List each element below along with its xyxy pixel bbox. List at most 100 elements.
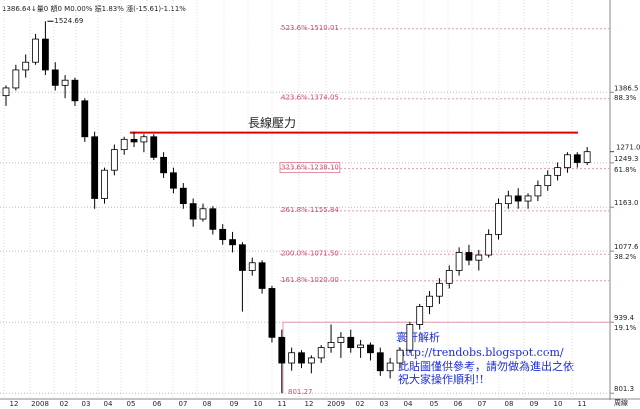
candle-body [229,239,236,246]
candle-body [101,169,108,199]
y-tick-label: 1077.6 [614,243,639,251]
candle-body [583,151,591,163]
candle-body [219,228,227,241]
low-label: 801.27 [288,388,313,396]
x-tick-label: 05 [430,400,439,408]
candle-body [367,344,374,354]
candle-body [140,136,148,143]
candle-body [524,195,532,202]
percent-label: 19.1% [614,324,637,332]
note-line: 寰軒解析 [396,330,440,344]
candle-body [238,244,246,271]
candle-body [120,138,128,151]
candle-body [130,138,138,143]
candle-body [150,136,158,158]
x-tick-label: 10 [254,400,263,408]
candle-body [465,252,473,261]
candle-body [475,254,483,261]
candle-body [189,203,197,220]
candle-body [386,362,394,372]
x-tick-label: 10 [554,400,563,408]
x-tick-label: 02 [356,400,365,408]
candle-body [32,38,39,63]
y-tick-label: 939.4 [614,314,635,322]
x-tick-label: 11 [578,400,587,408]
percent-label: 61.8% [614,166,637,174]
x-tick-label: 09 [530,400,539,408]
percent-label: 38.2% [614,253,637,261]
y-tick-label: 1163.0 [614,199,639,207]
candle-body [179,187,187,205]
candle-body [376,352,384,372]
candle-body [347,336,355,349]
x-tick-label: 08 [203,400,212,408]
candle-body [514,195,522,202]
high-label: 1524.69 [54,17,83,25]
fib-label: 523.6% 1510.01 [281,24,339,32]
candle-body [327,342,335,349]
candle-body [357,344,365,349]
candle-body [268,288,276,338]
candle-body [455,252,463,271]
candle-body [288,352,296,364]
candle-body [416,306,424,325]
candle-body [61,79,69,86]
candle-body [564,154,571,169]
candle-body [337,336,345,343]
x-tick-label: 03 [380,400,389,408]
candle-body [534,185,542,197]
x-tick-label: 06 [454,400,463,408]
x-tick-label: 06 [153,400,162,408]
candle-body [170,172,177,189]
candle-body [396,349,404,364]
candle-body [554,167,561,176]
note-line: http://trendobs.blogspot.com/ [398,346,564,359]
y-tick-label: 801.3 [614,385,634,393]
candle-body [445,270,453,284]
candle-body [573,154,581,163]
x-tick-label: 05 [127,400,136,408]
candle-body [406,324,414,351]
fib-label: 423.6% 1374.05 [281,94,339,102]
y-tick-label: 1386.5 [614,84,639,92]
candle-body [12,69,20,89]
candle-body [160,156,168,174]
candle-body [298,352,305,364]
candle-body [51,69,59,86]
x-tick-label: 2008 [31,400,49,408]
x-tick-label: 04 [404,400,413,408]
candle-body [435,282,443,297]
candle-body [495,203,502,235]
x-tick-label: 08 [505,400,514,408]
note-line: 祝大家操作順利!! [398,372,484,386]
candle-body [209,208,217,230]
period-label: 周線 [614,398,628,407]
candle-body [278,336,286,364]
fib-label: 323.6% 1238.10 [281,164,339,172]
candle-body [307,357,315,364]
candle-body [110,149,118,171]
x-tick-label: 07 [478,400,487,408]
y-tick-label: 1249.3 [614,155,639,163]
candle-body [2,87,10,97]
fib-label-box [279,162,341,173]
header: 1386.64↓量0 額0 M0.00% 振1.83% 漲(-15.61)-1.… [2,4,186,13]
candle-body [248,262,256,271]
x-tick-label: 11 [278,400,287,408]
x-tick-label: 12 [10,400,19,408]
x-tick-label: 09 [230,400,239,408]
candle-body [504,195,512,205]
candle-body [71,79,79,102]
fib-label: 200.0% 1071.50 [281,249,339,257]
x-tick-label: 03 [82,400,91,408]
candle-body [426,295,433,307]
candle-body [258,262,266,289]
candle-body [485,234,493,256]
x-tick-label: 2009 [327,400,345,408]
x-tick-label: 12 [305,400,314,408]
x-tick-label: 04 [104,400,113,408]
last-price-label: 1271.0 [616,144,640,152]
fib-label: 161.8% 1020.00 [281,276,339,284]
candle-body [81,100,89,138]
